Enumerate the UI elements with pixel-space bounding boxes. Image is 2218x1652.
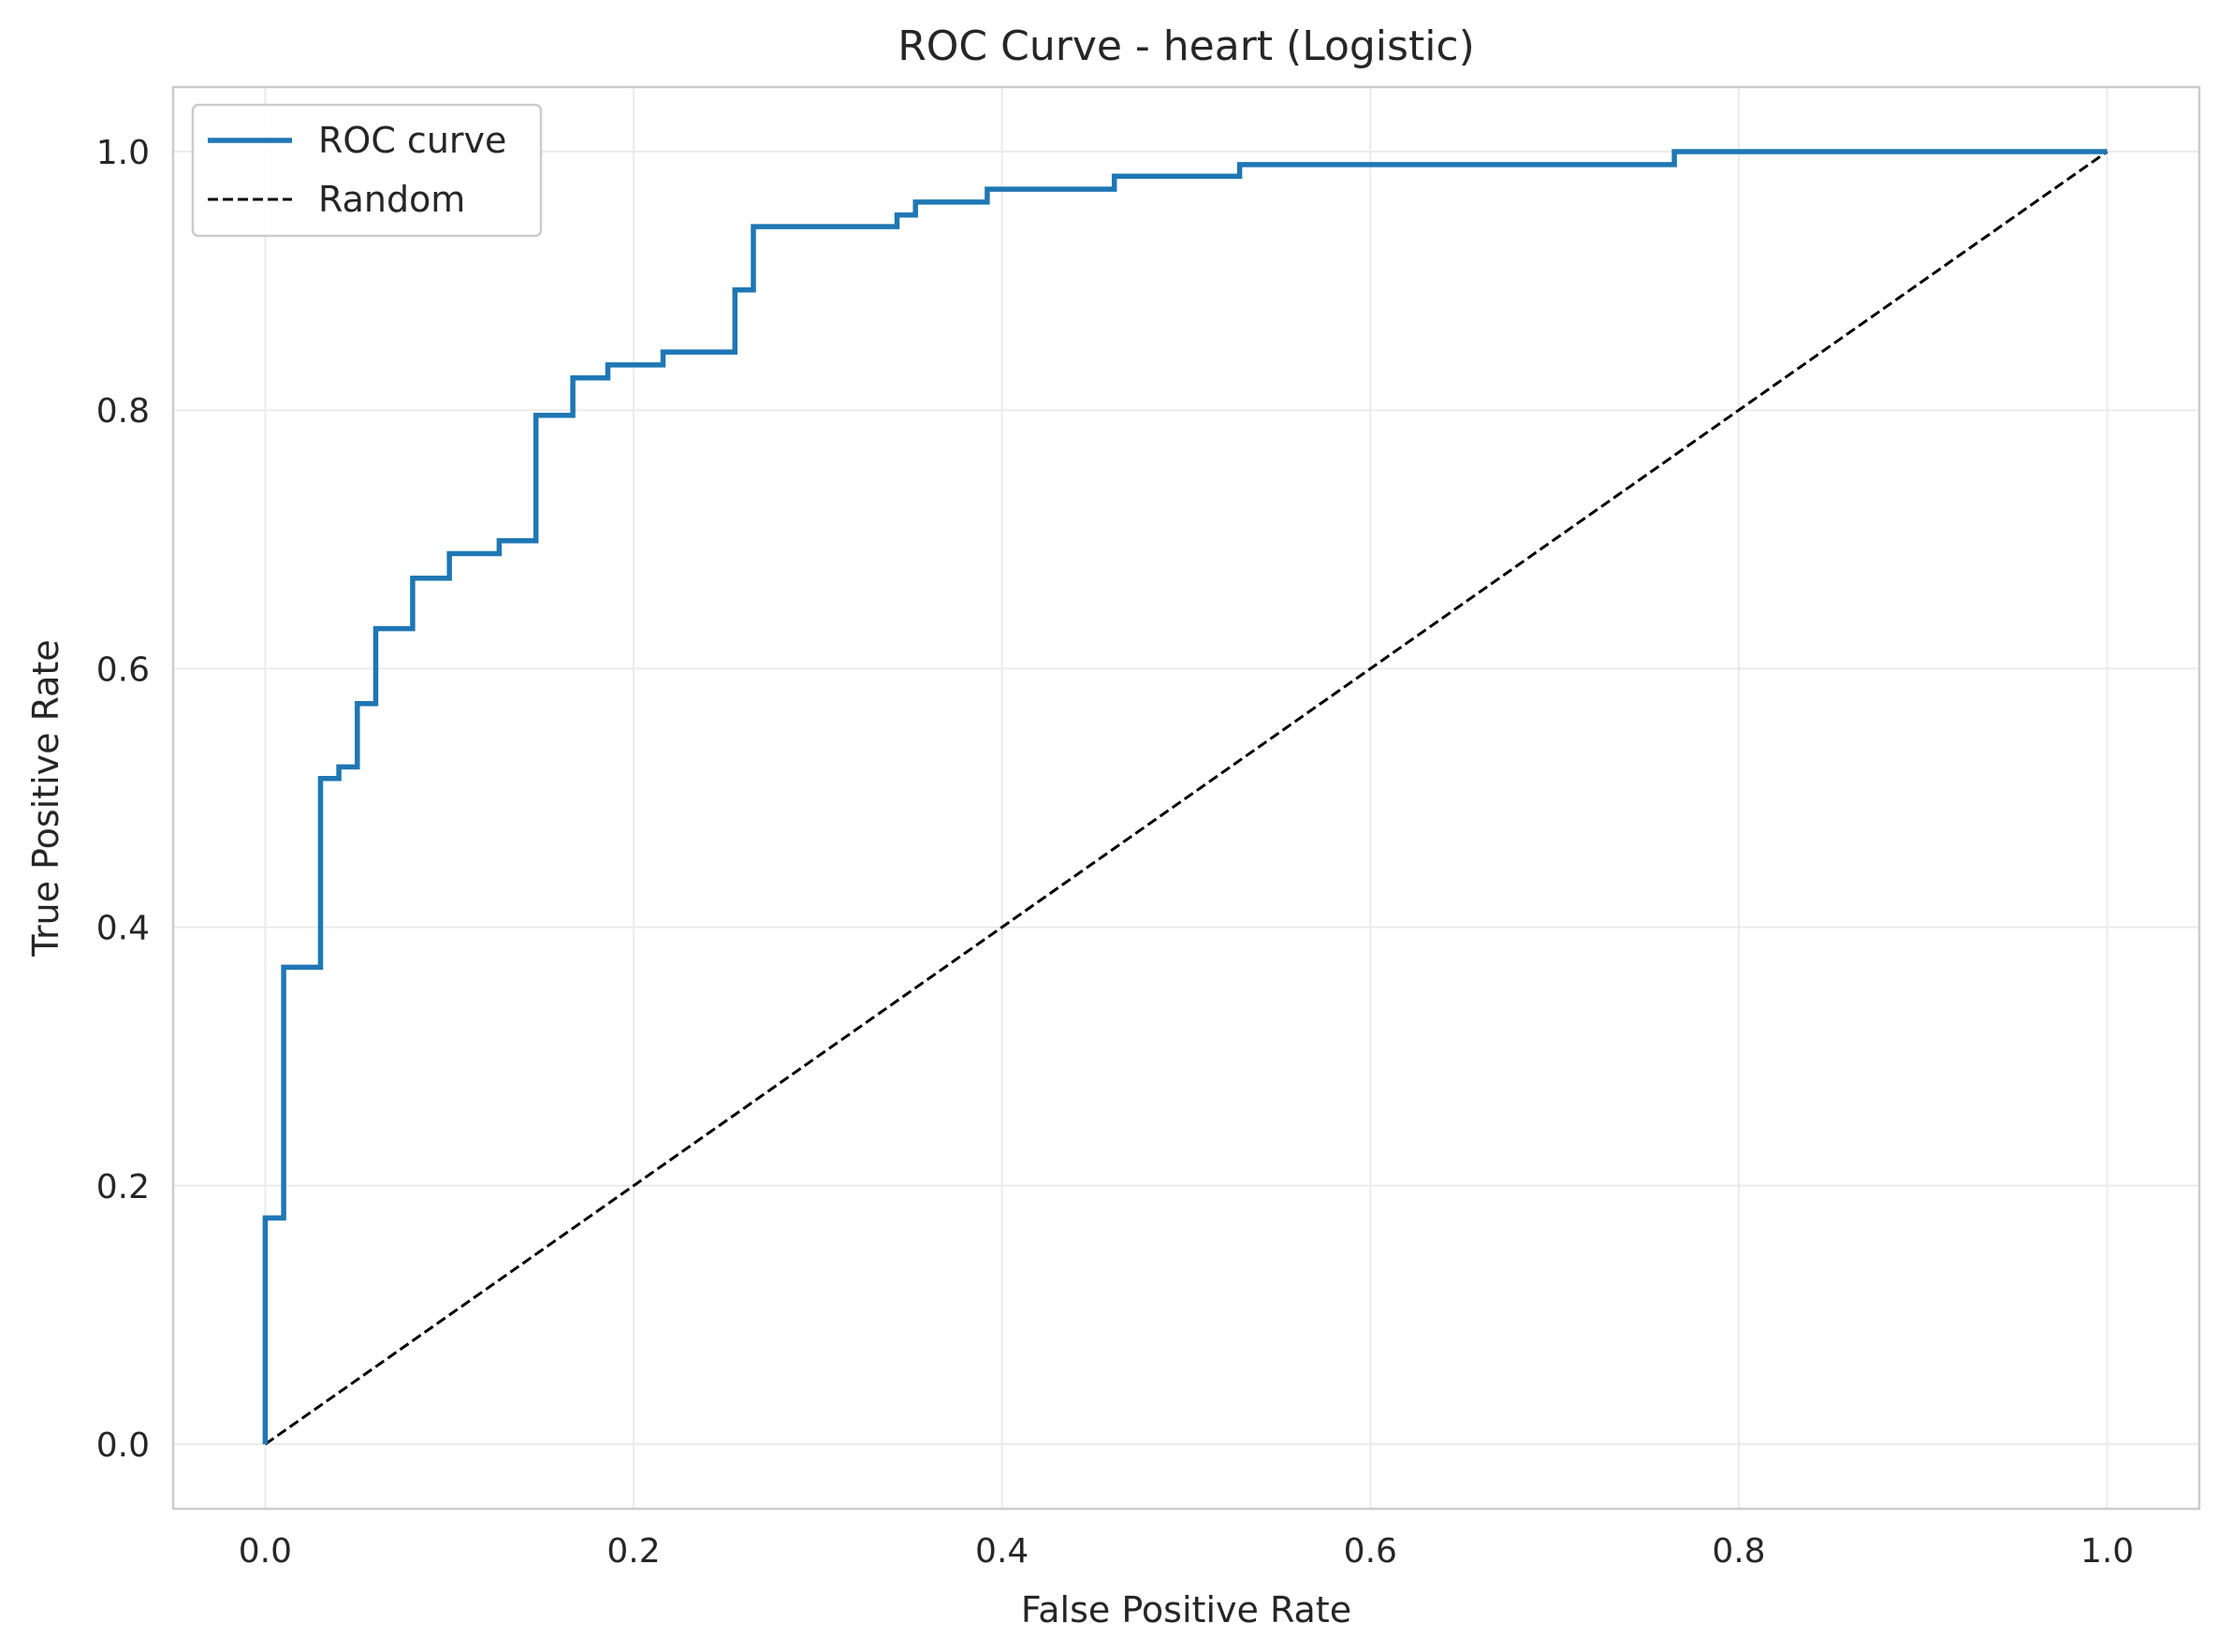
- series-layer: [262, 149, 2109, 1446]
- random-series-line: [264, 150, 2109, 1446]
- x-tick-label: 0.8: [1712, 1532, 1765, 1571]
- legend-label-roc-curve: ROC curve: [318, 120, 506, 161]
- y-tick-label: 0.6: [96, 651, 150, 689]
- y-tick-label: 0.0: [96, 1426, 150, 1465]
- y-tick-label: 0.4: [96, 910, 150, 948]
- y-tick-label: 0.2: [96, 1168, 150, 1206]
- x-tick-label: 0.4: [975, 1532, 1029, 1571]
- y-axis-title: True Positive Rate: [25, 639, 66, 958]
- roc-curve-series-line: [262, 149, 2108, 1444]
- legend-label-random: Random: [318, 179, 465, 220]
- x-tick-label: 1.0: [2080, 1532, 2134, 1571]
- tick-labels: 0.0 0.2 0.4 0.6 0.8 1.0 0.0 0.2 0.4 0.6 0.8 1.0: [96, 134, 2134, 1571]
- x-tick-label: 0.6: [1344, 1532, 1397, 1571]
- x-tick-label: 0.0: [239, 1532, 292, 1571]
- legend-box: [191, 103, 543, 238]
- y-tick-label: 0.8: [96, 392, 150, 431]
- chart-title: ROC Curve - heart (Logistic): [897, 22, 1475, 70]
- x-axis-title: False Positive Rate: [1021, 1589, 1351, 1630]
- plot-frame: [171, 85, 2201, 1511]
- x-tick-label: 0.2: [606, 1532, 660, 1571]
- legend: ROC curve Random: [191, 103, 543, 238]
- y-tick-label: 1.0: [96, 134, 150, 172]
